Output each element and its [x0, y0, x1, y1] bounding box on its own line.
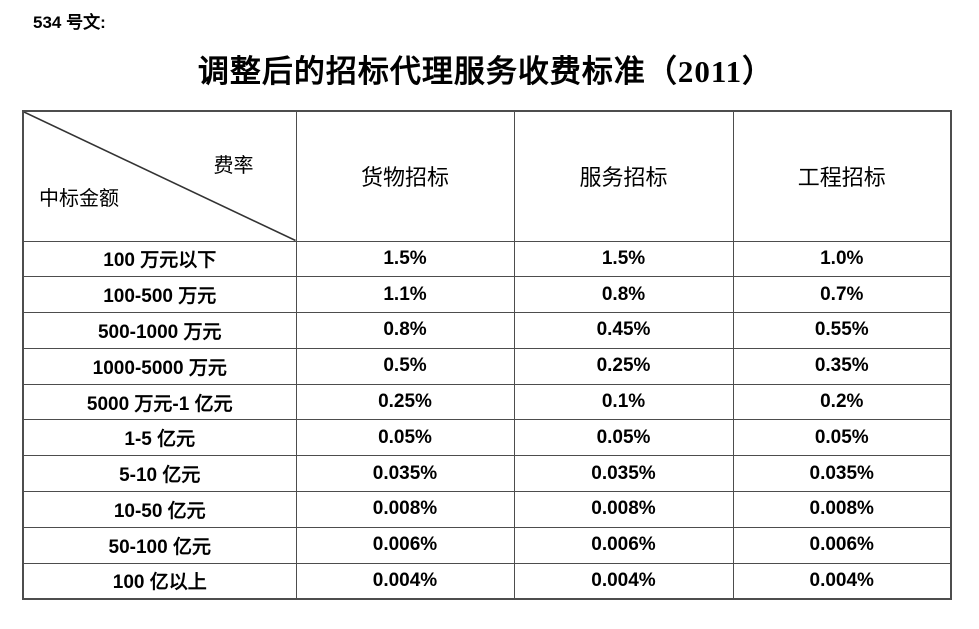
service-fee-cell: 0.25%	[513, 347, 734, 385]
goods-fee-cell: 0.004%	[295, 562, 515, 600]
engineering-fee-cell: 0.7%	[732, 276, 952, 314]
goods-fee-cell: 1.5%	[295, 240, 515, 278]
table-row: 100-500 万元 1.1% 0.8% 0.7%	[22, 276, 952, 314]
service-fee-cell: 0.004%	[513, 562, 734, 600]
amount-range-cell: 50-100 亿元	[22, 526, 297, 564]
amount-range-cell: 10-50 亿元	[22, 491, 297, 528]
engineering-fee-cell: 0.35%	[732, 347, 952, 385]
engineering-fee-cell: 1.0%	[732, 240, 952, 278]
service-fee-cell: 0.1%	[513, 383, 734, 421]
goods-fee-cell: 0.006%	[295, 526, 515, 564]
goods-fee-cell: 1.1%	[295, 276, 515, 314]
service-fee-cell: 0.035%	[513, 455, 734, 493]
engineering-fee-cell: 0.035%	[732, 455, 952, 493]
service-fee-cell: 0.8%	[513, 276, 734, 314]
amount-range-cell: 5-10 亿元	[22, 455, 297, 493]
service-fee-cell: 0.05%	[513, 419, 734, 457]
service-fee-cell: 1.5%	[513, 240, 734, 278]
table-row: 100 万元以下 1.5% 1.5% 1.0%	[22, 240, 952, 278]
document-number: 534 号文:	[33, 13, 106, 32]
table-header-row: 费率 中标金额 货物招标 服务招标 工程招标	[22, 110, 952, 242]
table-row: 1000-5000 万元 0.5% 0.25% 0.35%	[22, 347, 952, 385]
amount-range-cell: 5000 万元-1 亿元	[22, 383, 297, 421]
service-fee-cell: 0.006%	[513, 526, 734, 564]
diagonal-line	[24, 112, 296, 241]
column-header-engineering: 工程招标	[732, 110, 952, 242]
service-fee-cell: 0.45%	[513, 312, 734, 349]
table-row: 1-5 亿元 0.05% 0.05% 0.05%	[22, 419, 952, 457]
table-row: 50-100 亿元 0.006% 0.006% 0.006%	[22, 526, 952, 564]
column-header-service: 服务招标	[513, 110, 734, 242]
amount-range-cell: 100-500 万元	[22, 276, 297, 314]
engineering-fee-cell: 0.008%	[732, 491, 952, 528]
goods-fee-cell: 0.035%	[295, 455, 515, 493]
amount-range-cell: 1-5 亿元	[22, 419, 297, 457]
corner-label-amount: 中标金额	[39, 188, 119, 210]
engineering-fee-cell: 0.05%	[732, 419, 952, 457]
amount-range-cell: 1000-5000 万元	[22, 347, 297, 385]
page-title: 调整后的招标代理服务收费标准（2011）	[197, 54, 775, 89]
table-row: 5-10 亿元 0.035% 0.035% 0.035%	[22, 455, 952, 493]
column-header-goods: 货物招标	[295, 110, 515, 242]
amount-range-cell: 100 万元以下	[22, 240, 297, 278]
engineering-fee-cell: 0.2%	[732, 383, 952, 421]
service-fee-cell: 0.008%	[513, 491, 734, 528]
diagonal-corner-cell: 费率 中标金额	[22, 110, 297, 242]
corner-label-rate: 费率	[213, 155, 254, 177]
goods-fee-cell: 0.008%	[295, 491, 515, 528]
table-row: 500-1000 万元 0.8% 0.45% 0.55%	[22, 312, 952, 349]
goods-fee-cell: 0.8%	[295, 312, 515, 349]
amount-range-cell: 100 亿以上	[22, 562, 297, 600]
table-row: 10-50 亿元 0.008% 0.008% 0.008%	[22, 491, 952, 528]
goods-fee-cell: 0.25%	[295, 383, 515, 421]
goods-fee-cell: 0.05%	[295, 419, 515, 457]
engineering-fee-cell: 0.55%	[732, 312, 952, 349]
table-row: 5000 万元-1 亿元 0.25% 0.1% 0.2%	[22, 383, 952, 421]
fee-rate-table: 费率 中标金额 货物招标 服务招标 工程招标 100 万元以下 1.5% 1.5…	[22, 110, 952, 600]
goods-fee-cell: 0.5%	[295, 347, 515, 385]
engineering-fee-cell: 0.004%	[732, 562, 952, 600]
engineering-fee-cell: 0.006%	[732, 526, 952, 564]
amount-range-cell: 500-1000 万元	[22, 312, 297, 349]
table-row: 100 亿以上 0.004% 0.004% 0.004%	[22, 562, 952, 600]
